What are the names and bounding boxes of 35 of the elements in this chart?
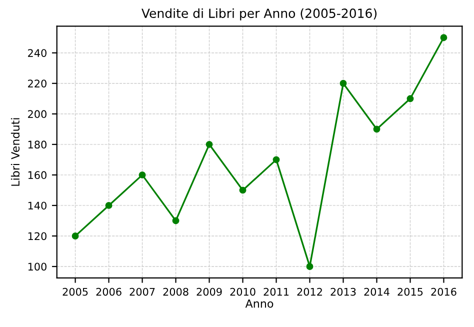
point	[373, 126, 380, 133]
point	[340, 80, 347, 87]
x-tick-label: 2009	[196, 288, 222, 296]
x-tick-label: 2013	[330, 288, 356, 296]
x-tick-label: 2015	[398, 288, 423, 296]
x-tick-label: 2006	[96, 288, 122, 296]
point	[239, 186, 246, 194]
point	[172, 217, 180, 224]
point	[440, 34, 448, 42]
x-tick-label: 2010	[230, 288, 256, 296]
y-tick-label: 180	[28, 140, 46, 149]
x-axis-title: Anno	[245, 299, 274, 308]
point	[406, 95, 414, 102]
chart-title: Vendite di Libri per Anno (2005-2016)	[142, 8, 377, 20]
x-tick-label: 2007	[130, 288, 155, 296]
y-axis-title: Libri Venduti	[10, 118, 20, 186]
point	[206, 140, 213, 148]
y-tick-label: 240	[28, 49, 46, 57]
y-tick-label: 120	[28, 232, 46, 240]
point	[72, 232, 79, 240]
point	[138, 171, 146, 178]
y-tick-label: 200	[28, 110, 46, 118]
x-tick-label: 2016	[431, 288, 456, 296]
x-tick-label: 2008	[163, 288, 188, 296]
x-tick-label: 2005	[62, 288, 88, 296]
x-tick-label: 2011	[264, 288, 289, 296]
point	[105, 202, 112, 209]
y-tick-label: 160	[28, 171, 46, 180]
x-tick-label: 2014	[364, 288, 390, 296]
x-tick-label: 2012	[297, 288, 322, 296]
point	[306, 263, 314, 270]
y-tick-label: 140	[28, 202, 46, 210]
point	[272, 156, 280, 164]
y-tick-label: 100	[28, 262, 46, 271]
y-tick-label: 220	[28, 80, 46, 88]
